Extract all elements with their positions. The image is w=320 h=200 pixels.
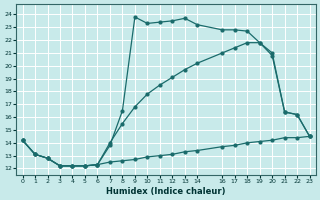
X-axis label: Humidex (Indice chaleur): Humidex (Indice chaleur) [106,187,226,196]
